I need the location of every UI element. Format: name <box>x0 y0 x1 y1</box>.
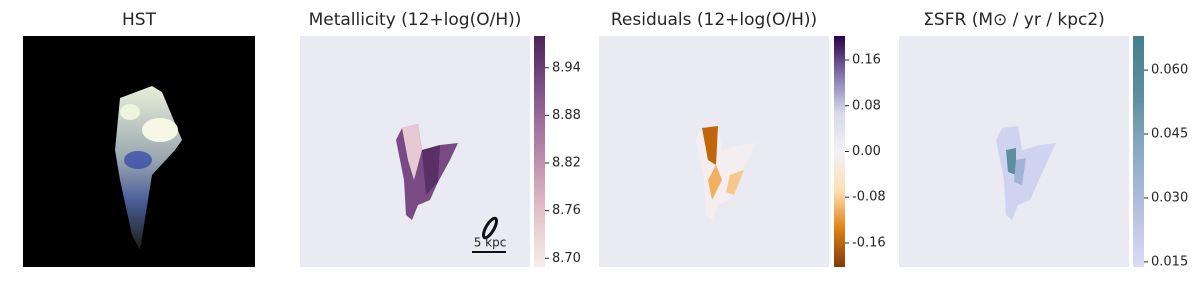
galaxy-blue <box>124 151 152 169</box>
galaxy-core <box>142 118 178 142</box>
galaxy-core <box>120 104 140 120</box>
colorbar-tick-label: 8.76 <box>552 203 581 218</box>
colorbar-tick-label: -0.16 <box>852 235 886 250</box>
colorbar <box>834 36 845 267</box>
colorbar-tick-label: 0.015 <box>1151 254 1188 269</box>
map-region <box>1006 148 1016 175</box>
beam-ellipse <box>482 216 498 240</box>
colorbar-tick-label: 8.94 <box>552 60 581 75</box>
map-region <box>1014 158 1026 185</box>
colorbar-tick-label: 0.00 <box>852 144 881 159</box>
colorbar-tick-label: 0.060 <box>1151 63 1188 78</box>
map-region <box>708 165 722 200</box>
map-region <box>702 126 718 165</box>
colorbar <box>1133 36 1144 267</box>
colorbar-tick-label: 8.88 <box>552 108 581 123</box>
map-region <box>726 170 744 195</box>
panel-title: HST <box>122 10 157 30</box>
colorbar-tick-label: 0.030 <box>1151 190 1188 205</box>
panel-title: Metallicity (12+log(O/H)) <box>309 10 522 30</box>
colorbar-tick-label: 0.045 <box>1151 127 1188 142</box>
colorbar-tick-label: 8.82 <box>552 156 581 171</box>
scale-label: 5 kpc <box>474 236 507 250</box>
colorbar-tick-label: 8.70 <box>552 251 581 266</box>
panel-title: ΣSFR (M⊙ / yr / kpc2) <box>923 10 1105 30</box>
map-region <box>402 124 422 180</box>
colorbar <box>534 36 545 267</box>
colorbar-tick-label: 0.16 <box>852 53 881 68</box>
map-region <box>422 145 440 195</box>
colorbar-tick-label: 0.08 <box>852 98 881 113</box>
colorbar-tick-label: -0.08 <box>852 190 886 205</box>
panel-title: Residuals (12+log(O/H)) <box>611 10 817 30</box>
